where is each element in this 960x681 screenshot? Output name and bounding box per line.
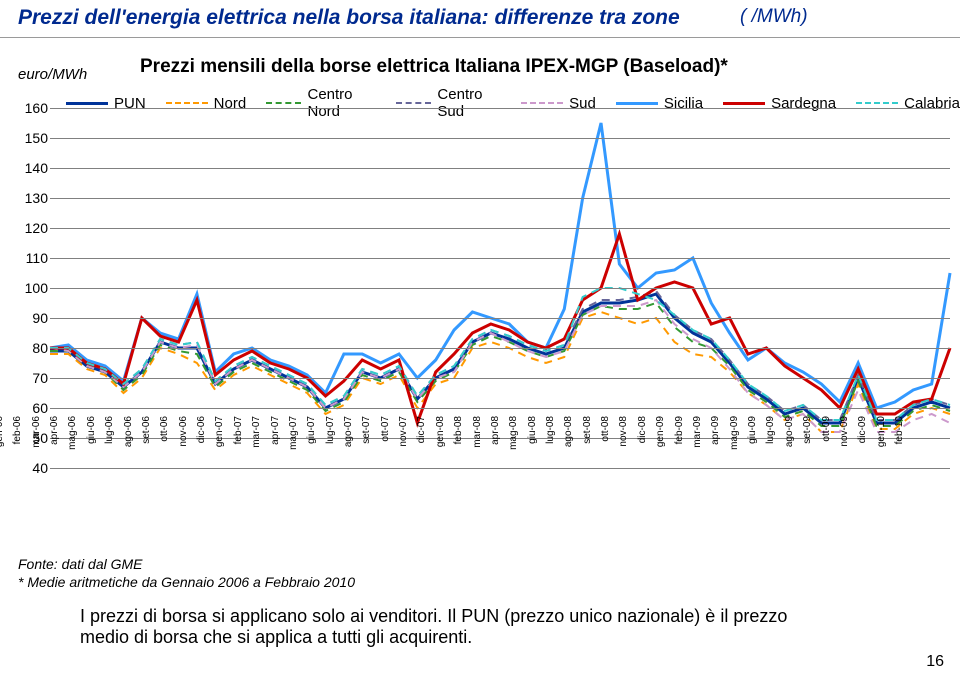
x-tick: nov-08 bbox=[618, 416, 629, 476]
x-tick: ott-07 bbox=[380, 416, 391, 476]
legend-swatch bbox=[396, 102, 431, 104]
x-tick: feb-07 bbox=[233, 416, 244, 476]
gridline bbox=[50, 378, 950, 379]
gridline bbox=[50, 198, 950, 199]
x-tick: feb-08 bbox=[453, 416, 464, 476]
y-tick: 40 bbox=[8, 460, 48, 476]
gridline bbox=[50, 168, 950, 169]
y-tick: 100 bbox=[8, 280, 48, 296]
x-tick: ago-09 bbox=[784, 416, 795, 476]
x-tick: feb-09 bbox=[674, 416, 685, 476]
x-tick: apr-09 bbox=[710, 416, 721, 476]
y-tick: 110 bbox=[8, 250, 48, 266]
title-rule bbox=[0, 37, 960, 38]
x-tick: gen-10 bbox=[876, 416, 887, 476]
x-tick: giu-06 bbox=[86, 416, 97, 476]
gridline bbox=[50, 138, 950, 139]
comment-text: I prezzi di borsa si applicano solo ai v… bbox=[80, 606, 840, 648]
legend-swatch bbox=[266, 102, 301, 104]
legend-swatch bbox=[723, 102, 765, 105]
x-tick: mag-08 bbox=[508, 416, 519, 476]
x-tick: gen-08 bbox=[435, 416, 446, 476]
gridline bbox=[50, 108, 950, 109]
x-tick: giu-07 bbox=[306, 416, 317, 476]
x-tick: gen-06 bbox=[0, 416, 5, 476]
x-tick: ago-06 bbox=[123, 416, 134, 476]
gridline bbox=[50, 288, 950, 289]
legend-swatch bbox=[66, 102, 108, 105]
chart-subtitle: Prezzi mensili della borse elettrica Ita… bbox=[140, 56, 728, 78]
legend-swatch bbox=[521, 102, 563, 104]
y-tick: 150 bbox=[8, 130, 48, 146]
x-tick: giu-08 bbox=[527, 416, 538, 476]
gridline bbox=[50, 348, 950, 349]
gridline bbox=[50, 408, 950, 409]
x-tick: apr-08 bbox=[490, 416, 501, 476]
legend-swatch bbox=[166, 102, 208, 104]
x-tick: dic-07 bbox=[416, 416, 427, 476]
x-tick: set-08 bbox=[582, 416, 593, 476]
x-tick: mag-06 bbox=[67, 416, 78, 476]
legend-swatch bbox=[616, 102, 658, 105]
x-tick: gen-09 bbox=[655, 416, 666, 476]
x-tick: mag-07 bbox=[288, 416, 299, 476]
x-tick: ott-08 bbox=[600, 416, 611, 476]
y-tick: 60 bbox=[8, 400, 48, 416]
series-sicilia bbox=[50, 123, 950, 408]
x-tick: ott-06 bbox=[159, 416, 170, 476]
series-centro-sud bbox=[50, 291, 950, 420]
y-tick: 140 bbox=[8, 160, 48, 176]
y-tick: 130 bbox=[8, 190, 48, 206]
y-tick: 70 bbox=[8, 370, 48, 386]
gridline bbox=[50, 318, 950, 319]
x-tick: lug-09 bbox=[765, 416, 776, 476]
x-tick: mar-07 bbox=[251, 416, 262, 476]
x-tick: nov-09 bbox=[839, 416, 850, 476]
legend-swatch bbox=[856, 102, 898, 104]
x-tick: mar-09 bbox=[692, 416, 703, 476]
source-note: Fonte: dati dal GME bbox=[18, 556, 143, 572]
y-tick: 120 bbox=[8, 220, 48, 236]
gridline bbox=[50, 228, 950, 229]
y-axis-unit: euro/MWh bbox=[18, 66, 87, 83]
y-tick: 160 bbox=[8, 100, 48, 116]
x-tick: dic-09 bbox=[857, 416, 868, 476]
series-pun bbox=[50, 294, 950, 423]
x-tick: lug-07 bbox=[325, 416, 336, 476]
y-tick: 90 bbox=[8, 310, 48, 326]
y-tick: 50 bbox=[8, 430, 48, 446]
x-tick: nov-07 bbox=[398, 416, 409, 476]
x-tick: ott-09 bbox=[821, 416, 832, 476]
y-tick: 80 bbox=[8, 340, 48, 356]
x-tick: set-09 bbox=[802, 416, 813, 476]
x-tick: lug-08 bbox=[545, 416, 556, 476]
page-number: 16 bbox=[926, 653, 944, 671]
x-tick: dic-06 bbox=[196, 416, 207, 476]
x-tick: mar-08 bbox=[472, 416, 483, 476]
title-unit: ( /MWh) bbox=[740, 6, 808, 28]
x-tick: giu-09 bbox=[747, 416, 758, 476]
gridline bbox=[50, 258, 950, 259]
series-sardegna bbox=[50, 234, 950, 423]
x-tick: set-07 bbox=[361, 416, 372, 476]
footnote: * Medie aritmetiche da Gennaio 2006 a Fe… bbox=[18, 574, 355, 590]
series-calabria bbox=[50, 288, 950, 420]
x-tick: set-06 bbox=[141, 416, 152, 476]
x-tick: nov-06 bbox=[178, 416, 189, 476]
page-title: Prezzi dell'energia elettrica nella bors… bbox=[18, 6, 680, 30]
x-tick: mag-09 bbox=[729, 416, 740, 476]
x-axis-labels: gen-06feb-06mar-06apr-06mag-06giu-06lug-… bbox=[50, 476, 950, 556]
x-tick: apr-06 bbox=[49, 416, 60, 476]
x-tick: gen-07 bbox=[214, 416, 225, 476]
x-tick: ago-08 bbox=[563, 416, 574, 476]
x-tick: dic-08 bbox=[637, 416, 648, 476]
x-tick: feb-10 bbox=[894, 416, 905, 476]
x-tick: ago-07 bbox=[343, 416, 354, 476]
x-tick: apr-07 bbox=[270, 416, 281, 476]
x-tick: lug-06 bbox=[104, 416, 115, 476]
